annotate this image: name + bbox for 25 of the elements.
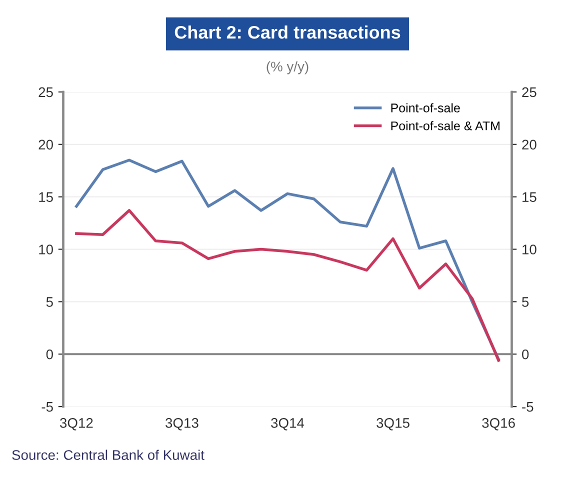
y2-tick-label: 10 [522, 244, 536, 254]
y-tick-label: 15 [39, 192, 53, 202]
source-note: Source: Central Bank of Kuwait [12, 450, 204, 460]
y-tick-label: -5 [42, 402, 53, 412]
line-series [75, 209, 500, 362]
y-tick-label: 5 [46, 297, 53, 307]
y2-tick-label: 15 [522, 192, 536, 202]
y2-tick-label: -5 [522, 402, 534, 412]
y2-tick-label: 20 [522, 140, 536, 150]
x-tick-label: 3Q13 [166, 418, 198, 430]
x-tick-label: 3Q14 [271, 418, 304, 430]
y2-tick-label: 25 [522, 87, 536, 98]
chart-subtitle: (% y/y) [266, 61, 308, 74]
x-tick-label: 3Q15 [376, 418, 410, 430]
y-tick-label: 0 [46, 349, 53, 360]
x-tick-label: 3Q16 [482, 418, 515, 430]
legend-label: Point-of-sale [391, 103, 460, 112]
y-tick-label: 10 [39, 244, 53, 254]
y-tick-label: 25 [38, 87, 53, 98]
chart-title: Chart 2: Card transactions [174, 25, 400, 39]
legend-label: Point-of-sale & ATM [391, 121, 500, 130]
y-tick-label: 20 [38, 140, 53, 150]
y2-tick-label: 0 [522, 349, 529, 360]
x-tick-label: 3Q12 [60, 418, 93, 430]
y2-tick-label: 5 [522, 297, 529, 307]
